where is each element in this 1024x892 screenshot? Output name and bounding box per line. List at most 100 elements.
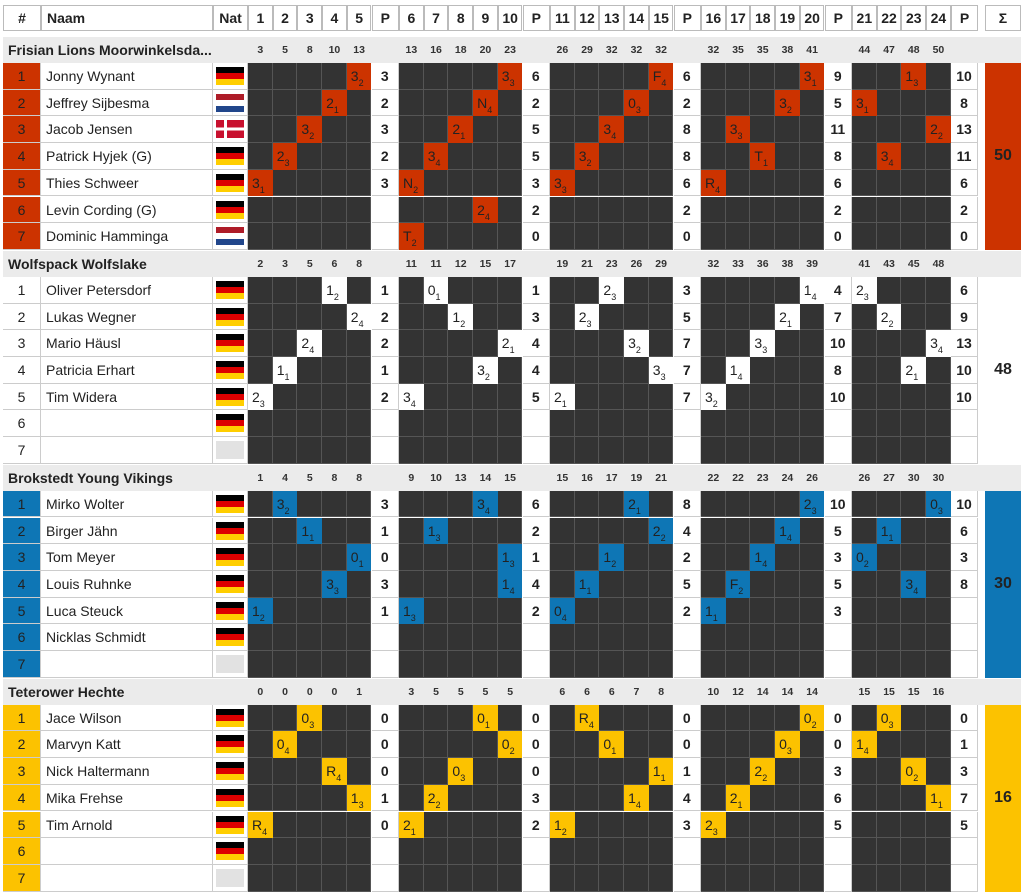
heat-result[interactable]: 33: [648, 357, 674, 384]
heat-result[interactable]: 14: [775, 517, 800, 545]
heat-result[interactable]: 24: [297, 330, 323, 357]
rider-name[interactable]: Dominic Hamminga: [41, 223, 213, 250]
heat-result[interactable]: 03: [926, 490, 951, 518]
rider-name[interactable]: Lukas Wegner: [41, 303, 213, 331]
heat-header-4[interactable]: 4: [322, 5, 347, 31]
heat-result[interactable]: 34: [926, 330, 951, 357]
nationality-header[interactable]: Nat: [213, 5, 248, 31]
heat-result[interactable]: 12: [550, 811, 575, 839]
heat-result[interactable]: 34: [399, 383, 424, 411]
heat-header-2[interactable]: 2: [272, 5, 298, 31]
heat-result[interactable]: 34: [599, 116, 625, 144]
rider-name[interactable]: Jonny Wynant: [41, 63, 213, 90]
points-header[interactable]: P: [950, 5, 979, 31]
heat-header-17[interactable]: 17: [725, 5, 751, 31]
heat-result[interactable]: 14: [750, 544, 776, 571]
heat-result[interactable]: F4: [648, 63, 674, 90]
heat-header-1[interactable]: 1: [248, 5, 273, 31]
heat-header-8[interactable]: 8: [448, 5, 474, 31]
rider-name[interactable]: Jace Wilson: [41, 704, 213, 732]
heat-header-7[interactable]: 7: [423, 5, 449, 31]
points-header[interactable]: P: [824, 5, 852, 31]
heat-header-18[interactable]: 18: [750, 5, 776, 31]
heat-result[interactable]: 04: [550, 597, 575, 625]
heat-result[interactable]: 23: [574, 303, 600, 331]
heat-result[interactable]: 11: [574, 570, 600, 598]
heat-result[interactable]: 03: [297, 704, 323, 732]
heat-result[interactable]: 12: [322, 276, 347, 304]
rider-name[interactable]: [41, 651, 213, 678]
heat-result[interactable]: 11: [701, 597, 726, 625]
heat-result[interactable]: 32: [701, 383, 726, 411]
heat-header-3[interactable]: 3: [297, 5, 323, 31]
heat-result[interactable]: 21: [624, 490, 649, 518]
heat-result[interactable]: N4: [473, 89, 498, 117]
heat-result[interactable]: 14: [852, 731, 877, 759]
heat-result[interactable]: 22: [926, 116, 951, 144]
heat-header-13[interactable]: 13: [599, 5, 625, 31]
heat-result[interactable]: 14: [497, 570, 523, 598]
heat-header-14[interactable]: 14: [624, 5, 649, 31]
heat-result[interactable]: 21: [550, 383, 575, 411]
heat-result[interactable]: 32: [624, 330, 649, 357]
heat-result[interactable]: 11: [297, 517, 323, 545]
heat-result[interactable]: 23: [272, 143, 298, 170]
heat-header-5[interactable]: 5: [346, 5, 372, 31]
rider-name[interactable]: [41, 410, 213, 438]
rider-name[interactable]: Patrick Hyjek (G): [41, 143, 213, 170]
heat-header-16[interactable]: 16: [701, 5, 726, 31]
heat-result[interactable]: 03: [876, 704, 902, 732]
rider-name[interactable]: Jeffrey Sijbesma: [41, 89, 213, 117]
heat-header-23[interactable]: 23: [901, 5, 927, 31]
rider-name[interactable]: [41, 838, 213, 865]
heat-header-9[interactable]: 9: [473, 5, 498, 31]
heat-result[interactable]: T2: [399, 223, 424, 250]
rider-name[interactable]: Mario Häusl: [41, 330, 213, 357]
heat-result[interactable]: 13: [901, 63, 927, 90]
rider-name[interactable]: Birger Jähn: [41, 517, 213, 545]
heat-result[interactable]: 33: [725, 116, 751, 144]
heat-result[interactable]: 32: [346, 63, 372, 90]
heat-header-11[interactable]: 11: [550, 5, 575, 31]
rider-name[interactable]: [41, 437, 213, 464]
points-header[interactable]: P: [673, 5, 701, 31]
rider-name[interactable]: Nick Haltermann: [41, 758, 213, 785]
heat-result[interactable]: 01: [346, 544, 372, 571]
rider-name[interactable]: Nicklas Schmidt: [41, 624, 213, 651]
heat-result[interactable]: 01: [473, 704, 498, 732]
name-header[interactable]: Naam: [41, 5, 213, 31]
heat-result[interactable]: 12: [248, 597, 273, 625]
rider-name[interactable]: Jacob Jensen: [41, 116, 213, 144]
heat-result[interactable]: 02: [852, 544, 877, 571]
heat-result[interactable]: 34: [876, 143, 902, 170]
heat-result[interactable]: 31: [852, 89, 877, 117]
heat-result[interactable]: 21: [775, 303, 800, 331]
heat-result[interactable]: 21: [497, 330, 523, 357]
heat-result[interactable]: 13: [423, 517, 449, 545]
heat-result[interactable]: 02: [799, 704, 825, 732]
rider-name[interactable]: Mirko Wolter: [41, 490, 213, 518]
heat-result[interactable]: 32: [775, 89, 800, 117]
heat-header-6[interactable]: 6: [399, 5, 424, 31]
heat-result[interactable]: 22: [876, 303, 902, 331]
heat-result[interactable]: 11: [272, 357, 298, 384]
rider-name[interactable]: Tim Arnold: [41, 811, 213, 839]
heat-result[interactable]: 14: [725, 357, 751, 384]
heat-result[interactable]: 01: [423, 276, 449, 304]
rider-name[interactable]: Levin Cording (G): [41, 196, 213, 224]
heat-result[interactable]: N2: [399, 169, 424, 197]
heat-result[interactable]: 21: [901, 357, 927, 384]
heat-result[interactable]: 33: [497, 63, 523, 90]
rider-name[interactable]: Louis Ruhnke: [41, 570, 213, 598]
heat-header-24[interactable]: 24: [926, 5, 951, 31]
heat-result[interactable]: 14: [799, 276, 825, 304]
rider-name[interactable]: Thies Schweer: [41, 169, 213, 197]
heat-result[interactable]: 22: [423, 784, 449, 812]
heat-result[interactable]: 11: [876, 517, 902, 545]
heat-result[interactable]: 14: [624, 784, 649, 812]
heat-result[interactable]: 34: [473, 490, 498, 518]
heat-result[interactable]: 32: [574, 143, 600, 170]
rider-name[interactable]: [41, 864, 213, 892]
heat-result[interactable]: 12: [448, 303, 474, 331]
heat-header-21[interactable]: 21: [852, 5, 877, 31]
